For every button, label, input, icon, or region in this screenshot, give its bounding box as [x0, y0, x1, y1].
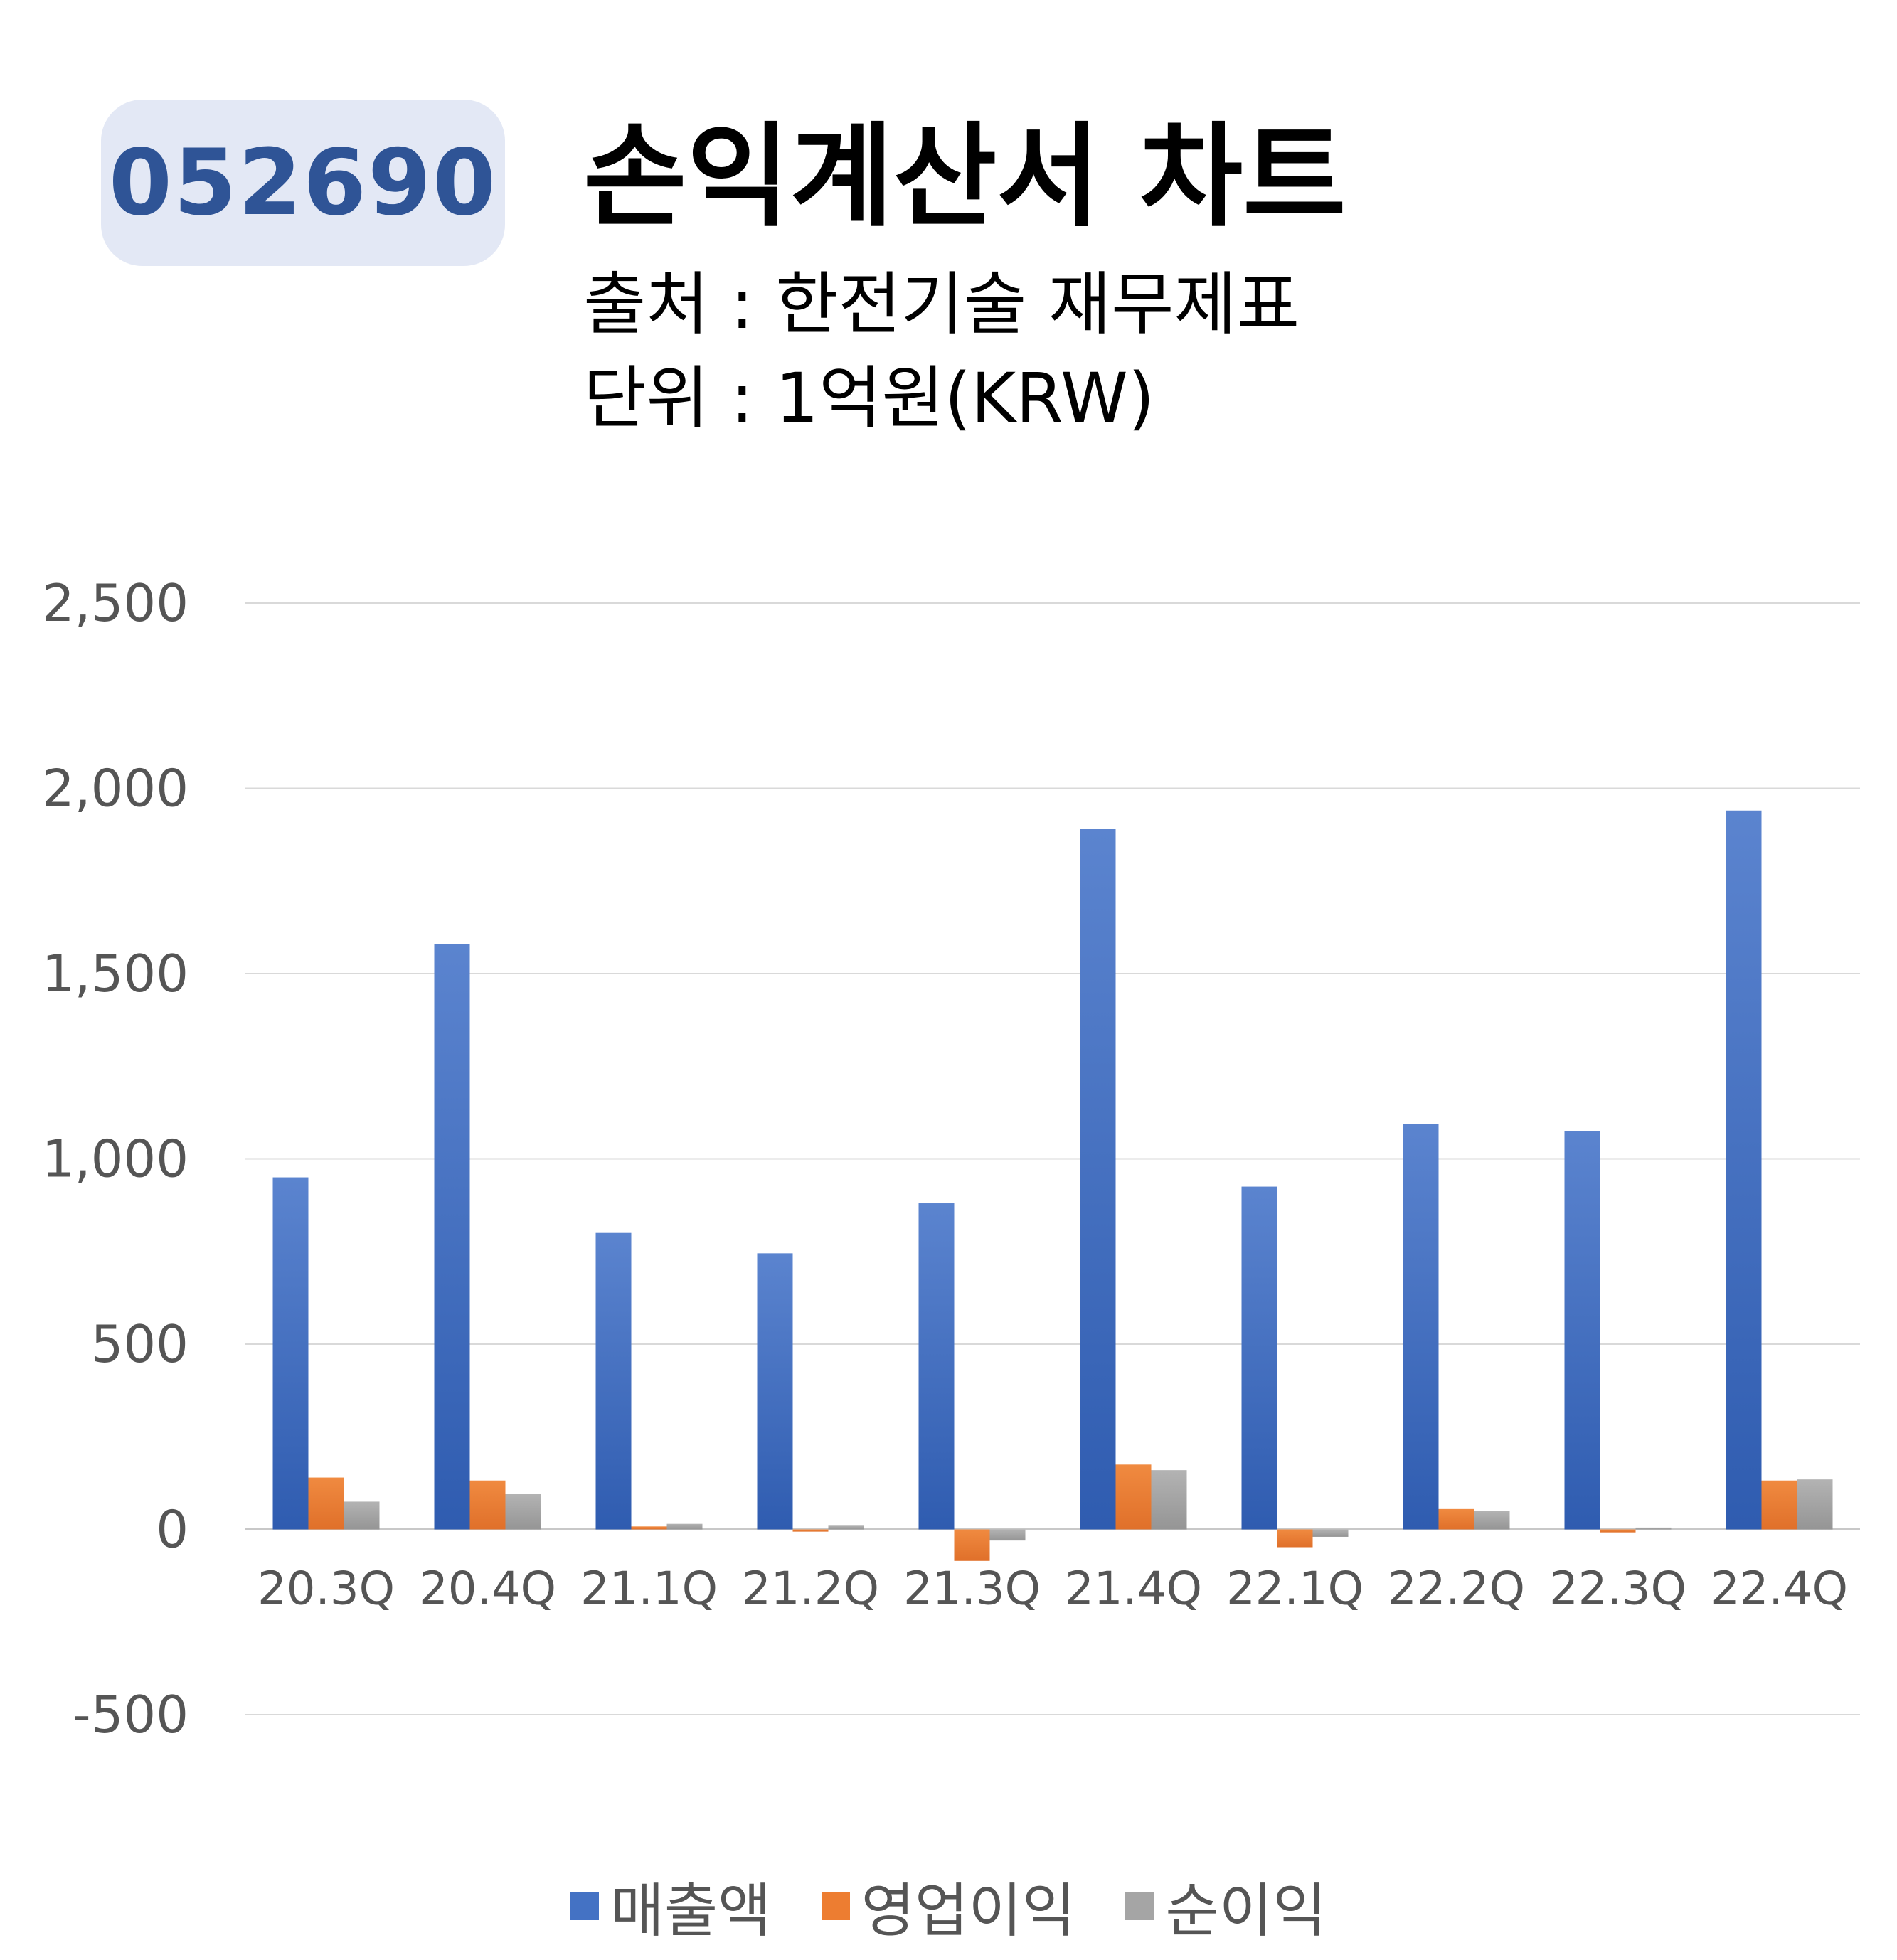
bar-revenue [1564, 1131, 1600, 1530]
bar-net-income [666, 1523, 703, 1530]
x-category-label: 21.4Q [1065, 1563, 1202, 1616]
x-category-label: 22.3Q [1549, 1563, 1686, 1616]
bar-net-income [1474, 1511, 1510, 1530]
bar-revenue [757, 1253, 793, 1530]
ticker-code: 052690 [108, 129, 498, 236]
x-category-label: 22.4Q [1711, 1563, 1848, 1616]
y-tick-label: 2,000 [42, 759, 188, 819]
x-category-label: 22.1Q [1226, 1563, 1364, 1616]
bar-operating-profit [1115, 1464, 1152, 1530]
y-tick-label: 1,000 [42, 1129, 188, 1189]
legend-swatch-operating-profit [821, 1891, 850, 1920]
bar-operating-profit [631, 1526, 667, 1530]
legend: 매출액 영업이익 순이익 [0, 1863, 1897, 1948]
bar-revenue [1403, 1124, 1439, 1530]
y-tick-label: 500 [91, 1314, 188, 1374]
bar-operating-profit [308, 1477, 344, 1530]
bar-operating-profit [1277, 1529, 1313, 1548]
legend-item-net-income: 순이익 [1125, 1863, 1327, 1948]
y-tick-label: 2,500 [42, 573, 188, 633]
bar-net-income [344, 1501, 380, 1530]
bar-revenue [595, 1232, 632, 1530]
bar-operating-profit [792, 1529, 829, 1532]
y-tick-label: 0 [156, 1500, 188, 1560]
bar-net-income [828, 1525, 864, 1530]
bar-operating-profit [1761, 1480, 1797, 1530]
bar-revenue [918, 1203, 955, 1530]
bar-chart: 2,500 2,000 1,500 1,000 500 0 -500 20.3Q 20.4Q 21… [42, 573, 1860, 1745]
bar-net-income [505, 1494, 541, 1530]
legend-swatch-net-income [1125, 1891, 1154, 1920]
x-category-label: 20.3Q [257, 1563, 395, 1616]
bar-operating-profit [1438, 1508, 1474, 1530]
bar-net-income [1797, 1479, 1833, 1530]
legend-label-net-income: 순이익 [1165, 1878, 1327, 1945]
chart-title: 손익계산서 차트 [583, 112, 1346, 243]
bar-operating-profit [954, 1529, 990, 1561]
x-category-label: 20.4Q [419, 1563, 556, 1616]
bar-operating-profit [469, 1480, 506, 1530]
legend-label-operating-profit: 영업이익 [861, 1878, 1076, 1945]
legend-item-operating-profit: 영업이익 [821, 1863, 1076, 1948]
bar-revenue [272, 1177, 309, 1530]
bar-operating-profit [1600, 1529, 1636, 1533]
bar-revenue [1080, 829, 1116, 1530]
bar-revenue [1726, 810, 1762, 1530]
y-tick-label: -500 [73, 1685, 188, 1745]
bar-revenue [1241, 1186, 1277, 1530]
legend-label-revenue: 매출액 [610, 1878, 772, 1945]
bar-net-income [1312, 1529, 1349, 1537]
bar-net-income [1635, 1527, 1672, 1530]
bar-net-income [989, 1529, 1026, 1541]
ticker-badge: 052690 [101, 100, 505, 266]
x-category-label: 22.2Q [1388, 1563, 1525, 1616]
unit-label: 단위 : 1억원(KRW) [583, 358, 1155, 438]
bar-net-income [1151, 1470, 1187, 1530]
legend-swatch-revenue [570, 1891, 600, 1920]
x-category-label: 21.2Q [742, 1563, 879, 1616]
legend-item-revenue: 매출액 [570, 1863, 772, 1948]
x-category-label: 21.1Q [580, 1563, 718, 1616]
source-label: 출처 : 한전기술 재무제표 [583, 265, 1300, 344]
y-tick-label: 1,500 [42, 944, 188, 1003]
bar-revenue [434, 944, 470, 1530]
x-category-label: 21.3Q [903, 1563, 1041, 1616]
